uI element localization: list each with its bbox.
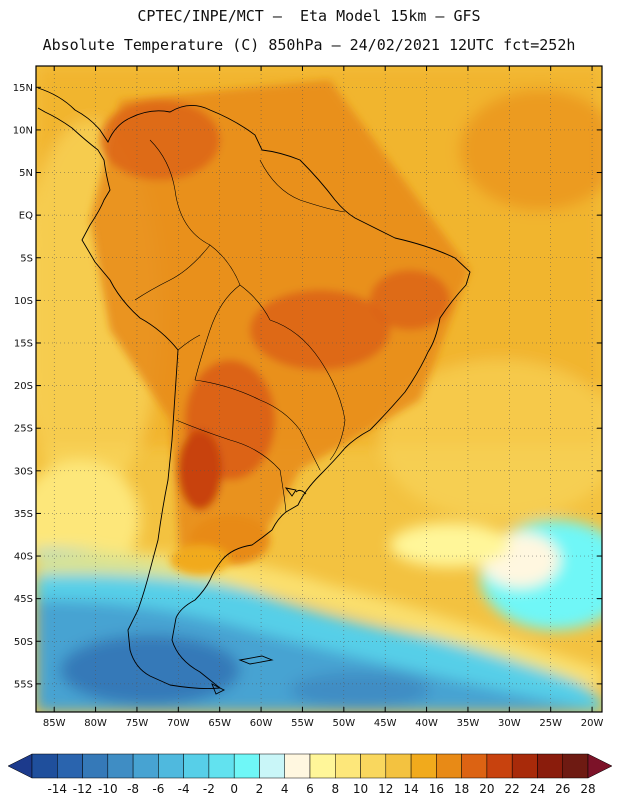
map-frame [35,65,603,713]
lon-label: 20W [581,718,604,729]
lon-label: 35W [457,718,480,729]
colorbar-label: 16 [429,782,444,796]
lon-label: 60W [250,718,273,729]
country-borders [134,139,346,513]
colorbar-label: 26 [555,782,570,796]
lat-label: 35S [14,509,33,520]
lon-label: 25W [539,718,562,729]
colorbar-lower-arrow [7,753,33,779]
colorbar-label: -12 [73,782,93,796]
lat-label: 5N [19,168,33,179]
colorbar-label: 2 [256,782,264,796]
lon-label: 40W [415,718,438,729]
colorbar-label: 24 [530,782,545,796]
colorbar-label: 10 [353,782,368,796]
colorbar-label: -10 [98,782,118,796]
colorbar-label: 28 [580,782,595,796]
colorbar-label: -2 [203,782,215,796]
colorbar-label: 18 [454,782,469,796]
colorbar-swatch [183,753,210,779]
lat-label: 15S [14,338,33,349]
colorbar-label: 22 [505,782,520,796]
colorbar-label: -6 [152,782,164,796]
lat-label: 55S [14,679,33,690]
colorbar-label: -8 [127,782,139,796]
colorbar: -14 -12 -10 -8 -6 -4 -2 0 2 4 6 8 10 12 14 16 18 20 22 24 26… [7,753,613,796]
lat-label: EQ [19,211,33,222]
colorbar-swatch [284,753,311,779]
coastline [37,87,471,695]
colorbar-swatch [511,753,538,779]
colorbar-label: -4 [178,782,190,796]
colorbar-swatch [436,753,462,779]
lon-label: 55W [291,718,314,729]
colorbar-swatch [259,753,285,779]
colorbar-label: 12 [378,782,393,796]
colorbar-label: 14 [403,782,418,796]
colorbar-swatch [57,753,83,779]
temperature-field [36,66,602,712]
colorbar-swatch [208,753,235,779]
lat-label: 30S [14,466,33,477]
chart-title-line1: CPTEC/INPE/MCT – Eta Model 15km – GFS [137,7,481,25]
lon-label: 50W [333,718,356,729]
colorbar-upper-arrow [587,753,613,779]
colorbar-swatch [158,753,184,779]
latitude-axis: 15N 10N 5N EQ 5S 10S 15S 20S 25S 30S 35S 40S 45S 50S 5… [13,83,602,690]
lon-label: 70W [167,718,190,729]
lat-label: 10S [14,296,33,307]
colorbar-swatch [31,753,58,779]
lon-label: 80W [84,718,107,729]
lat-label: 5S [20,253,33,264]
colorbar-swatch [82,753,109,779]
lat-label: 50S [14,637,33,648]
lon-label: 85W [43,718,66,729]
lon-label: 30W [498,718,521,729]
colorbar-swatch [461,753,488,779]
colorbar-label: 4 [281,782,289,796]
lat-label: 20S [14,381,33,392]
colorbar-label: 0 [230,782,238,796]
colorbar-swatch [410,753,437,779]
lat-label: 10N [13,125,33,136]
longitude-axis: 85W 80W 75W 70W 65W 60W 55W 50W 45W 40W 35W 30W 25W 2… [43,66,604,729]
lat-label: 15N [13,83,33,94]
lon-label: 45W [374,718,397,729]
colorbar-label: 8 [331,782,339,796]
colorbar-swatch [486,753,513,779]
colorbar-label: 20 [479,782,494,796]
colorbar-label: 6 [306,782,314,796]
lon-label: 75W [126,718,149,729]
colorbar-swatch [132,753,159,779]
colorbar-swatch [107,753,134,779]
colorbar-label: -14 [47,782,67,796]
lat-label: 25S [14,424,33,435]
colorbar-swatch [309,753,336,779]
colorbar-swatch [562,753,589,779]
colorbar-swatch [360,753,387,779]
colorbar-swatch [233,753,260,779]
colorbar-swatch [385,753,412,779]
lat-label: 40S [14,552,33,563]
lat-label: 45S [14,594,33,605]
lon-label: 65W [208,718,231,729]
chart-title-line2: Absolute Temperature (C) 850hPa – 24/02/… [42,36,576,54]
colorbar-swatch [335,753,361,779]
colorbar-swatch [537,753,563,779]
